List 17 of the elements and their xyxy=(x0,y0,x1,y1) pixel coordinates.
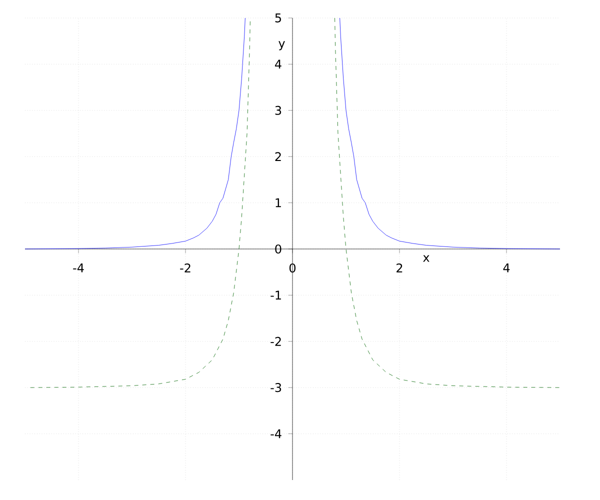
y-tick-label: -3 xyxy=(270,383,282,392)
y-tick-label: -4 xyxy=(270,429,282,438)
x-tick-label: 2 xyxy=(396,263,402,272)
x-tick-label: 4 xyxy=(503,263,510,272)
x-axis-title: x xyxy=(423,255,430,262)
x-tick-label: -2 xyxy=(180,263,190,272)
y-axis-title: y xyxy=(278,41,285,50)
y-tick-label: 3 xyxy=(275,106,282,115)
y-tick-label: 0 xyxy=(275,244,282,254)
y-tick-label: 2 xyxy=(275,152,281,162)
y-tick-label: -2 xyxy=(270,336,281,346)
x-tick-label: 0 xyxy=(289,263,296,273)
y-tick-label: 1 xyxy=(276,198,281,208)
x-tick-label: -4 xyxy=(73,263,84,272)
y-tick-label: 4 xyxy=(274,60,282,69)
y-tick-label: -1 xyxy=(270,290,281,300)
y-tick-label: 5 xyxy=(275,14,281,22)
